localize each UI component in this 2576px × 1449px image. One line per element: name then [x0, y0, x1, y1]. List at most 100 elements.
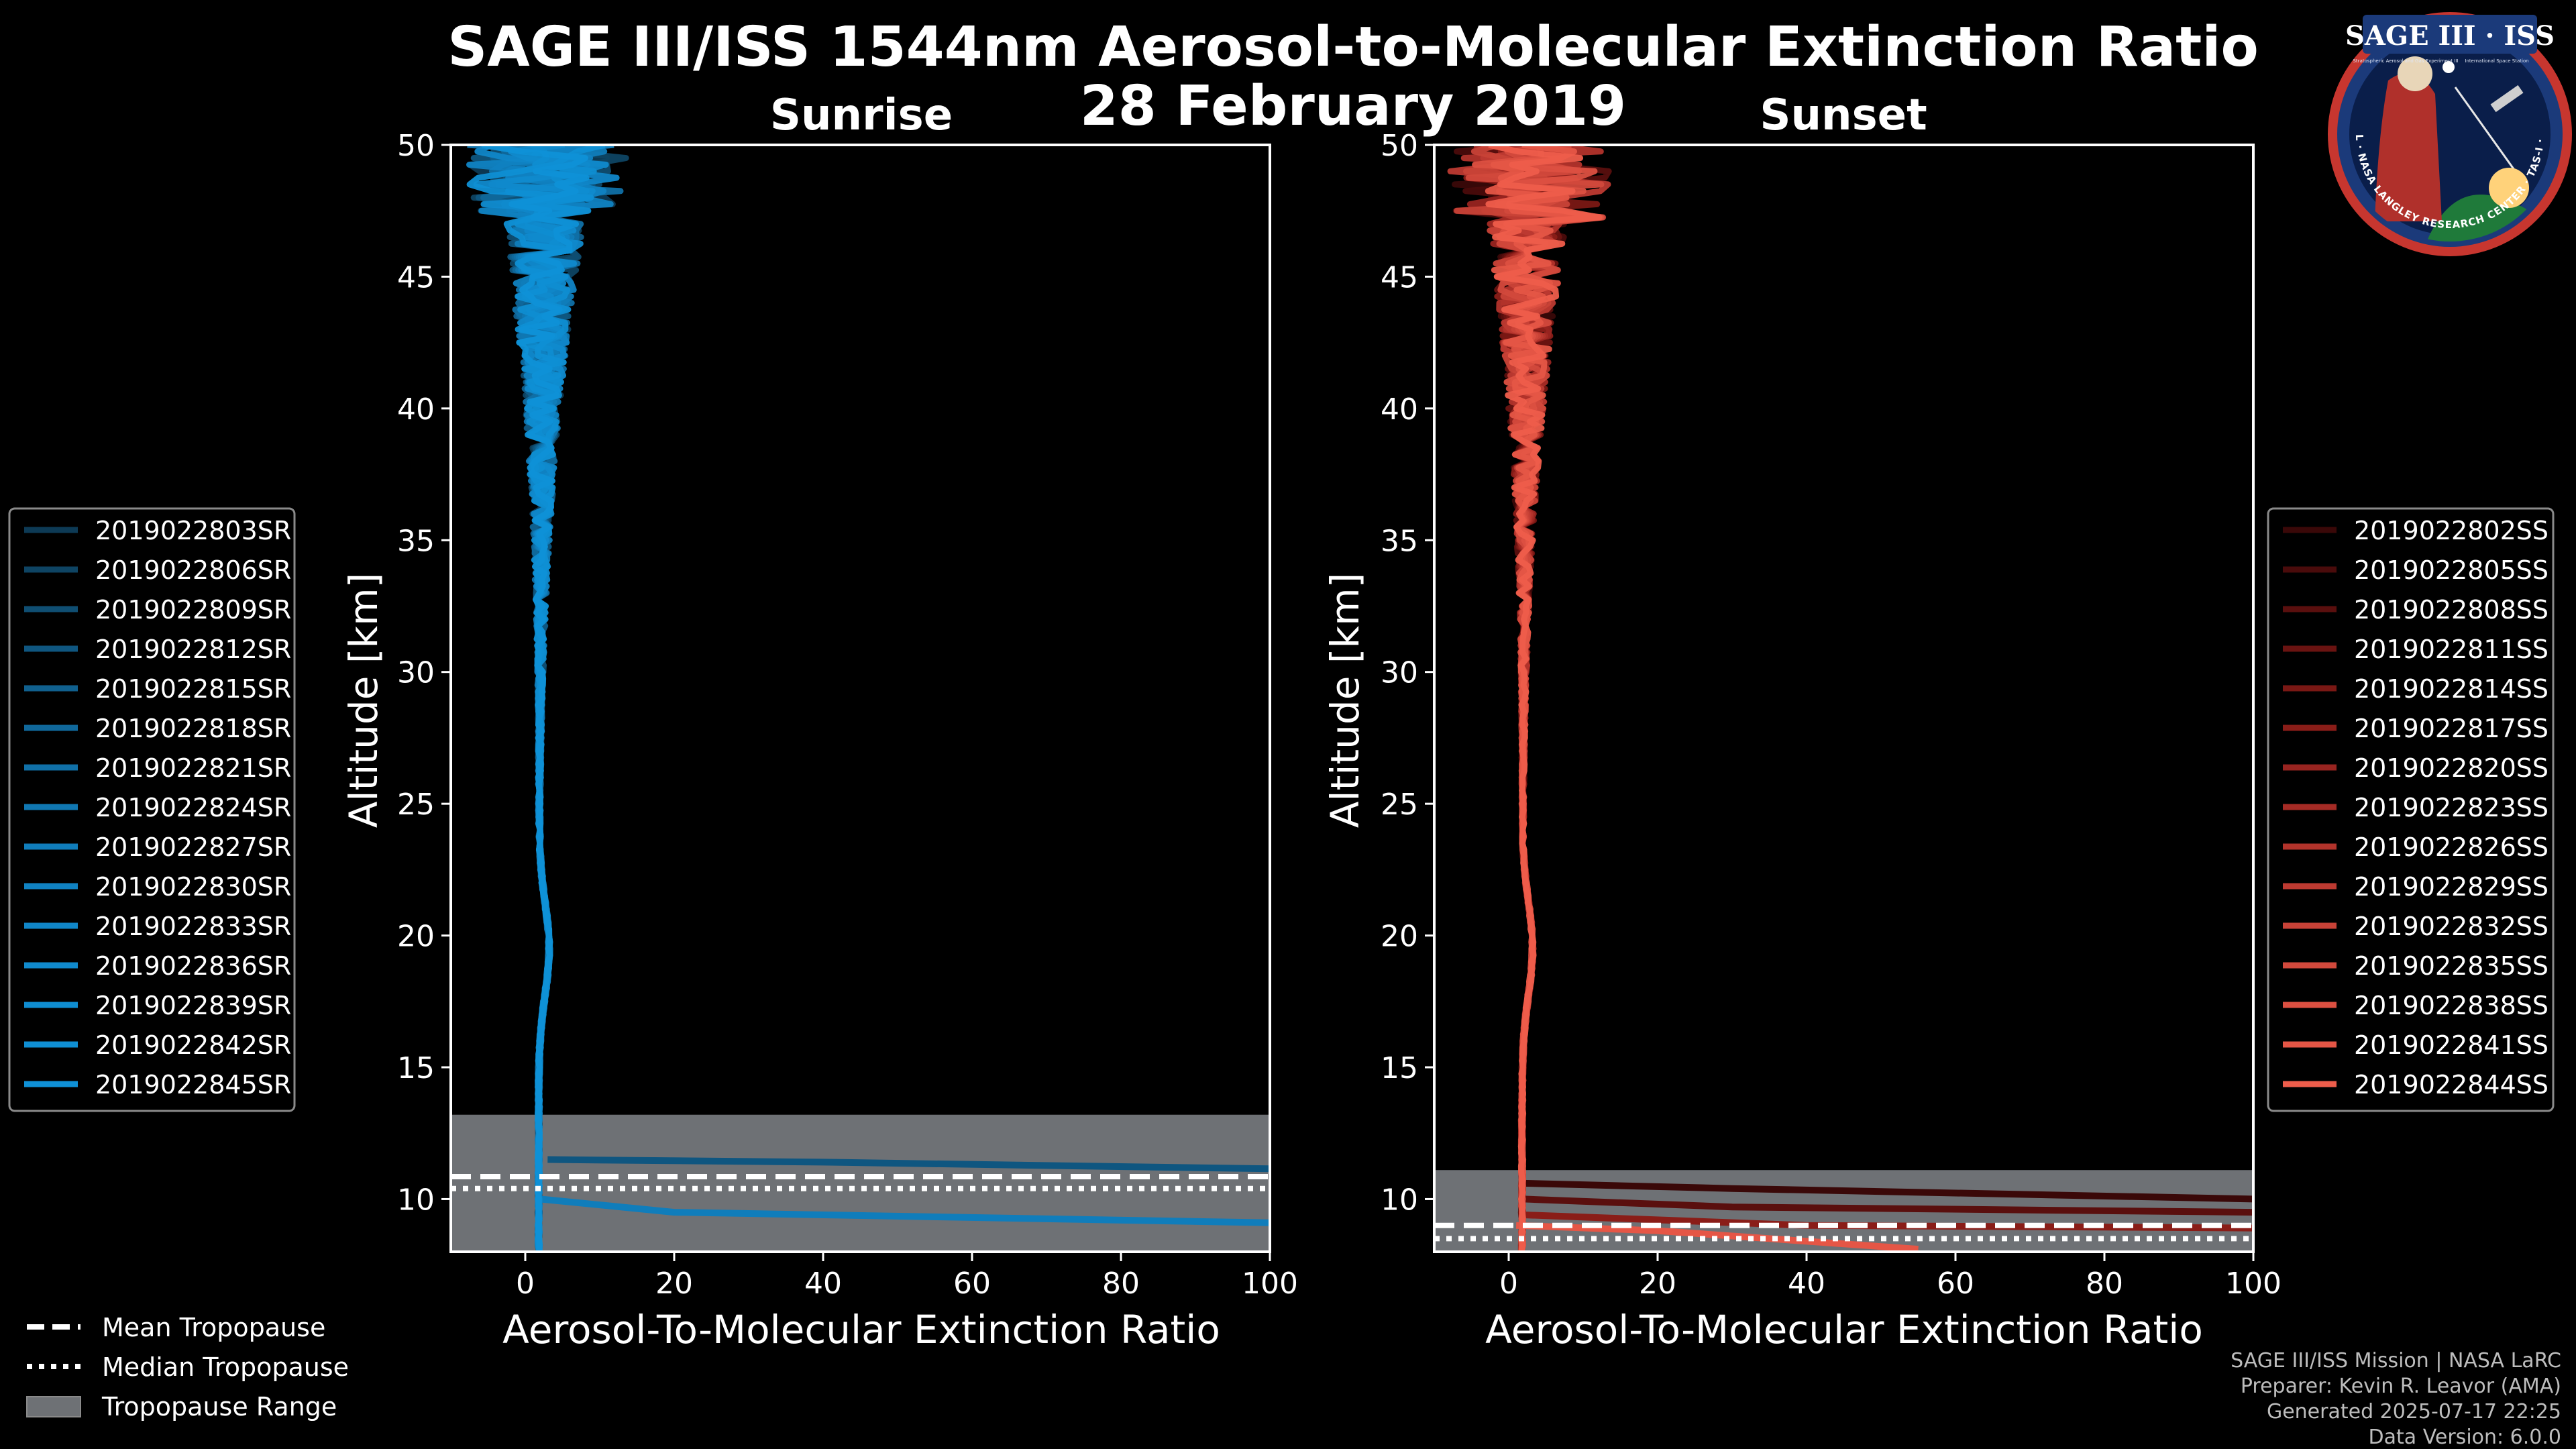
logo-tiny-caption-left: Stratospheric Aerosol and Gas Experiment…	[2353, 58, 2458, 64]
credit-preparer: Preparer: Kevin R. Leavor (AMA)	[2241, 1375, 2561, 1398]
sunset-y-axis-label: Altitude [km]	[1322, 573, 1368, 828]
legend-label-2019022818SR: 2019022818SR	[95, 714, 291, 743]
sunrise-panel-title: Sunrise	[770, 91, 953, 140]
legend-label-2019022838SS: 2019022838SS	[2354, 991, 2548, 1020]
sunset-plot-frame	[1433, 144, 2255, 1253]
logo-figure-head-icon	[2398, 56, 2432, 91]
sunset-x-tick-label-100: 100	[2225, 1267, 2282, 1301]
credit-generated: Generated 2025-07-17 22:25	[2267, 1400, 2561, 1424]
profile-low-branch-2019022827SR	[539, 1195, 1270, 1226]
profile-low-branch-2019022802SS	[1523, 1179, 2253, 1203]
credit-data-version: Data Version: 6.0.0	[2369, 1426, 2561, 1449]
sunrise-x-axis-label: Aerosol-To-Molecular Extinction Ratio	[502, 1307, 1220, 1352]
sunset-y-tick-label-30: 30	[1381, 656, 1418, 690]
figure-date: 28 February 2019	[1080, 74, 1626, 138]
legend-label-2019022826SS: 2019022826SS	[2354, 833, 2548, 862]
sunrise-y-tick-label-50: 50	[397, 129, 435, 163]
sunrise-y-tick-label-30: 30	[397, 656, 435, 690]
legend-label-2019022820SS: 2019022820SS	[2354, 753, 2548, 783]
legend-label-2019022842SR: 2019022842SR	[95, 1030, 291, 1060]
legend-label-2019022821SR: 2019022821SR	[95, 753, 291, 783]
mean-tropopause-legend-label: Mean Tropopause	[102, 1313, 325, 1342]
sunrise-y-tick-label-35: 35	[397, 524, 435, 558]
legend-label-2019022823SS: 2019022823SS	[2354, 793, 2548, 822]
legend-label-2019022811SS: 2019022811SS	[2354, 635, 2548, 664]
legend-label-2019022824SR: 2019022824SR	[95, 793, 291, 822]
legend-label-2019022835SS: 2019022835SS	[2354, 951, 2548, 981]
sunset-y-tick-label-40: 40	[1381, 392, 1418, 427]
legend-label-2019022809SR: 2019022809SR	[95, 595, 291, 625]
legend-label-2019022805SS: 2019022805SS	[2354, 555, 2548, 585]
sunrise-profiles	[466, 145, 1270, 1252]
sunset-x-tick-label-40: 40	[1788, 1267, 1825, 1301]
legend-label-2019022817SS: 2019022817SS	[2354, 714, 2548, 743]
sunrise-x-tick-label-60: 60	[953, 1267, 991, 1301]
legend-label-2019022841SS: 2019022841SS	[2354, 1030, 2548, 1060]
sunrise-tropopause-range-band	[451, 1114, 1270, 1252]
sunset-x-tick-label-60: 60	[1937, 1267, 1974, 1301]
profile-low-branch-2019022808SS	[1523, 1195, 2253, 1216]
legend-label-2019022815SR: 2019022815SR	[95, 674, 291, 704]
sunrise-legend: 2019022803SR 2019022806SR 2019022809SR 2019…	[8, 507, 296, 1112]
sunrise-plot-frame	[449, 144, 1271, 1253]
sunrise-legend-frame	[8, 507, 296, 1112]
sunset-y-tick-label-10: 10	[1381, 1183, 1418, 1217]
legend-label-2019022830SR: 2019022830SR	[95, 872, 291, 902]
median-tropopause-legend-label: Median Tropopause	[102, 1352, 349, 1382]
tropopause-range-legend-swatch	[26, 1396, 81, 1417]
sunset-y-tick-label-35: 35	[1381, 524, 1418, 558]
legend-label-2019022803SR: 2019022803SR	[95, 516, 291, 545]
sunrise-y-axis-label: Altitude [km]	[341, 573, 386, 828]
logo-text: SAGE III · ISS	[2345, 20, 2555, 52]
sunrise-y-tick-label-45: 45	[397, 260, 435, 294]
legend-label-2019022814SS: 2019022814SS	[2354, 674, 2548, 704]
sunrise-x-tick-label-40: 40	[804, 1267, 842, 1301]
sunset-x-tick-label-0: 0	[1499, 1267, 1518, 1301]
sunset-y-tick-label-45: 45	[1381, 260, 1418, 294]
credits-block: SAGE III/ISS Mission | NASA LaRC Prepare…	[2231, 1349, 2561, 1449]
sunrise-y-tick-label-40: 40	[397, 392, 435, 427]
sunrise-x-tick-label-80: 80	[1102, 1267, 1140, 1301]
profile-line-2019022845SR	[482, 145, 590, 1252]
tropopause-legend: Mean Tropopause Median Tropopause Tropop…	[26, 1313, 349, 1421]
logo-figure-robe-icon	[2375, 72, 2442, 221]
profile-low-branch-2019022812SR	[547, 1156, 1270, 1173]
sunrise-x-tick-label-0: 0	[516, 1267, 535, 1301]
logo-banner	[2363, 15, 2537, 54]
logo-tiny-caption-right: International Space Station	[2465, 58, 2528, 64]
sunset-legend: 2019022802SS 2019022805SS 2019022808SS 2019…	[2267, 507, 2555, 1112]
sunrise-y-tick-label-15: 15	[397, 1051, 435, 1085]
logo-star-icon	[2443, 61, 2455, 73]
logo-sun-icon	[2489, 168, 2529, 208]
sunset-x-axis-label: Aerosol-To-Molecular Extinction Ratio	[1485, 1307, 2203, 1352]
sunrise-panel: Sunrise Aerosol-To-Molecular Extinction …	[341, 91, 1298, 1352]
credit-mission: SAGE III/ISS Mission | NASA LaRC	[2231, 1349, 2561, 1373]
legend-label-2019022832SS: 2019022832SS	[2354, 912, 2548, 941]
sunset-panel: Sunset Aerosol-To-Molecular Extinction R…	[1322, 91, 2282, 1352]
legend-label-2019022839SR: 2019022839SR	[95, 991, 291, 1020]
sunrise-x-tick-label-100: 100	[1242, 1267, 1298, 1301]
legend-label-2019022844SS: 2019022844SS	[2354, 1070, 2548, 1099]
legend-label-2019022808SS: 2019022808SS	[2354, 595, 2548, 625]
sunrise-x-tick-label-20: 20	[655, 1267, 693, 1301]
sunset-panel-title: Sunset	[1760, 91, 1927, 140]
sunrise-y-tick-label-10: 10	[397, 1183, 435, 1217]
sunset-x-tick-label-80: 80	[2086, 1267, 2123, 1301]
legend-label-2019022812SR: 2019022812SR	[95, 635, 291, 664]
sunset-y-tick-label-25: 25	[1381, 788, 1418, 822]
logo-light-ray-icon	[2454, 87, 2524, 182]
sunset-y-tick-label-15: 15	[1381, 1051, 1418, 1085]
legend-label-2019022827SR: 2019022827SR	[95, 833, 291, 862]
sunrise-y-tick-label-25: 25	[397, 788, 435, 822]
legend-label-2019022802SS: 2019022802SS	[2354, 516, 2548, 545]
legend-label-2019022806SR: 2019022806SR	[95, 555, 291, 585]
sunset-legend-frame	[2267, 507, 2555, 1112]
sunset-x-tick-label-20: 20	[1639, 1267, 1676, 1301]
tropopause-range-legend-label: Tropopause Range	[101, 1392, 337, 1421]
legend-label-2019022845SR: 2019022845SR	[95, 1070, 291, 1099]
sunset-y-tick-label-50: 50	[1381, 129, 1418, 163]
legend-label-2019022833SR: 2019022833SR	[95, 912, 291, 941]
sunrise-y-tick-label-20: 20	[397, 920, 435, 954]
logo-iss-icon	[2490, 85, 2524, 113]
legend-label-2019022836SR: 2019022836SR	[95, 951, 291, 981]
